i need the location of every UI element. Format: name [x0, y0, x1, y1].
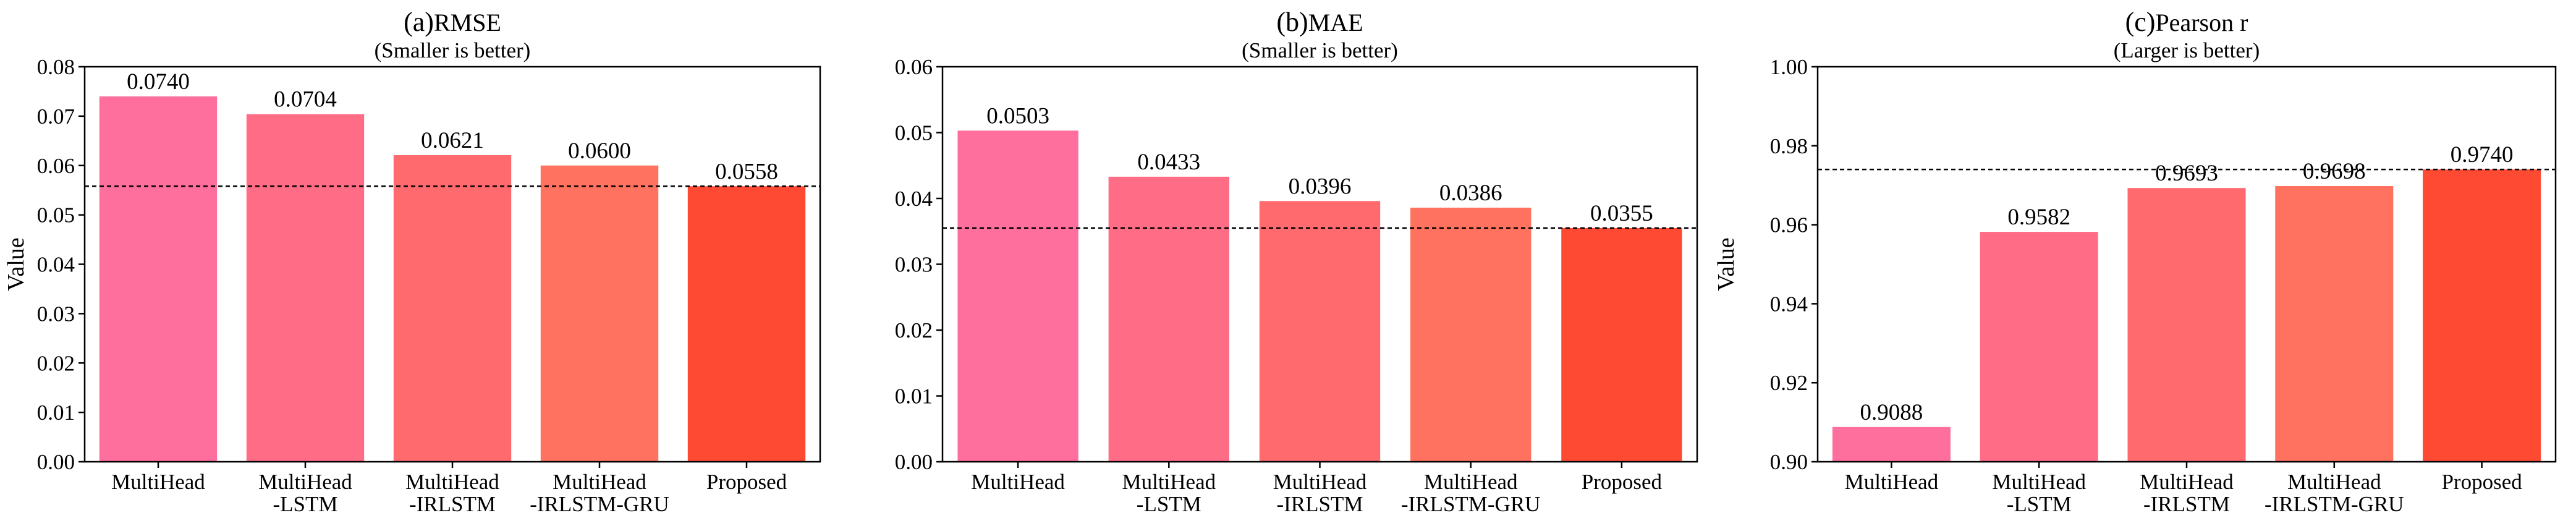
bar-0	[1832, 427, 1951, 462]
data-label-1: 0.0433	[1137, 150, 1200, 175]
chart-panel-0: (a)RMSE(Smaller is better) 0.0740 MultiHea…	[3, 7, 821, 516]
y-tick-label-7: 0.07	[37, 104, 75, 129]
bar-3	[2275, 185, 2394, 462]
y-tick-label-6: 0.06	[895, 55, 933, 79]
bar-1	[1108, 176, 1229, 462]
data-label-2: 0.9693	[2155, 161, 2218, 186]
data-label-2: 0.0396	[1289, 174, 1352, 199]
y-tick-label-6: 0.06	[37, 154, 75, 178]
y-tick-label-5: 0.05	[895, 121, 933, 145]
data-label-0: 0.9088	[1860, 400, 1923, 425]
y-tick-label-4: 0.04	[37, 253, 75, 277]
y-tick-label-4: 0.04	[895, 187, 933, 211]
chart-title-letter: (a)	[404, 7, 434, 37]
category-label-0: MultiHead	[111, 470, 205, 494]
chart-panel-1: (b)MAE(Smaller is better) 0.0503 MultiHead…	[895, 7, 1698, 516]
data-label-1: 0.0704	[274, 87, 337, 113]
data-label-2: 0.0621	[421, 128, 484, 153]
data-label-0: 0.0740	[127, 69, 190, 95]
y-axis-label: Value	[3, 237, 29, 291]
bar-2	[1259, 201, 1381, 462]
chart-subtitle: (Smaller is better)	[375, 38, 531, 62]
bar-2	[2127, 188, 2246, 462]
chart-title: (b)MAE	[1276, 7, 1363, 37]
y-tick-label-3: 0.96	[1770, 213, 1808, 237]
chart-title-text: MAE	[1308, 9, 1363, 36]
y-tick-label-2: 0.02	[895, 318, 933, 342]
data-label-4: 0.9740	[2451, 142, 2514, 168]
bar-1	[1980, 232, 2098, 462]
y-tick-label-3: 0.03	[895, 253, 933, 277]
category-label-1: MultiHead -LSTM	[258, 470, 352, 516]
y-tick-label-1: 0.92	[1770, 371, 1808, 395]
data-label-3: 0.9698	[2303, 159, 2366, 184]
y-tick-label-1: 0.01	[895, 384, 933, 409]
chart-title-letter: (c)	[2125, 7, 2156, 37]
y-tick-label-3: 0.03	[37, 302, 75, 326]
y-tick-label-2: 0.02	[37, 351, 75, 375]
bar-3	[540, 165, 659, 462]
chart-title-letter: (b)	[1276, 7, 1308, 37]
bar-1	[246, 114, 365, 462]
y-axis-label: Value	[1713, 237, 1739, 291]
category-label-2: MultiHead -IRLSTM	[405, 470, 499, 516]
y-tick-label-5: 1.00	[1770, 55, 1808, 79]
category-label-3: MultiHead -IRLSTM-GRU	[530, 470, 669, 516]
y-tick-label-2: 0.94	[1770, 292, 1808, 316]
chart-title: (a)RMSE	[404, 7, 501, 37]
category-label-4: Proposed	[2441, 470, 2522, 494]
y-tick-label-1: 0.01	[37, 401, 75, 425]
category-label-1: MultiHead -LSTM	[1122, 470, 1216, 516]
data-label-4: 0.0355	[1590, 201, 1653, 226]
bar-4	[1561, 227, 1682, 462]
chart-subtitle: (Larger is better)	[2114, 38, 2260, 62]
data-label-4: 0.0558	[715, 159, 778, 184]
y-tick-label-8: 0.08	[37, 55, 75, 79]
bar-0	[957, 130, 1078, 462]
y-tick-label-5: 0.05	[37, 203, 75, 227]
data-label-3: 0.0600	[568, 138, 631, 164]
category-label-2: MultiHead -IRLSTM	[2140, 470, 2234, 516]
data-label-0: 0.0503	[986, 103, 1049, 129]
bar-4	[2423, 169, 2541, 462]
data-label-1: 0.9582	[2007, 205, 2070, 230]
category-label-4: Proposed	[706, 470, 787, 494]
category-label-0: MultiHead	[971, 470, 1065, 494]
y-tick-label-0: 0.90	[1770, 450, 1808, 474]
data-label-3: 0.0386	[1439, 181, 1502, 206]
chart-title: (c)Pearson r	[2125, 7, 2248, 37]
category-label-3: MultiHead -IRLSTM-GRU	[2265, 470, 2404, 516]
chart-panel-2: (c)Pearson r(Larger is better) 0.9088 Mult…	[1713, 7, 2557, 516]
chart-title-text: RMSE	[434, 9, 501, 36]
chart-subtitle: (Smaller is better)	[1242, 38, 1398, 62]
category-label-1: MultiHead -LSTM	[1992, 470, 2086, 516]
category-label-3: MultiHead -IRLSTM-GRU	[1401, 470, 1541, 516]
y-tick-label-4: 0.98	[1770, 134, 1808, 158]
bar-2	[393, 155, 512, 462]
bar-4	[687, 186, 806, 462]
bar-3	[1410, 207, 1532, 462]
category-label-4: Proposed	[1582, 470, 1663, 494]
category-label-2: MultiHead -IRLSTM	[1273, 470, 1367, 516]
bar-0	[99, 96, 218, 462]
y-tick-label-0: 0.00	[37, 450, 75, 474]
y-tick-label-0: 0.00	[895, 450, 933, 474]
category-label-0: MultiHead	[1845, 470, 1939, 494]
chart-title-text: Pearson r	[2155, 9, 2248, 36]
